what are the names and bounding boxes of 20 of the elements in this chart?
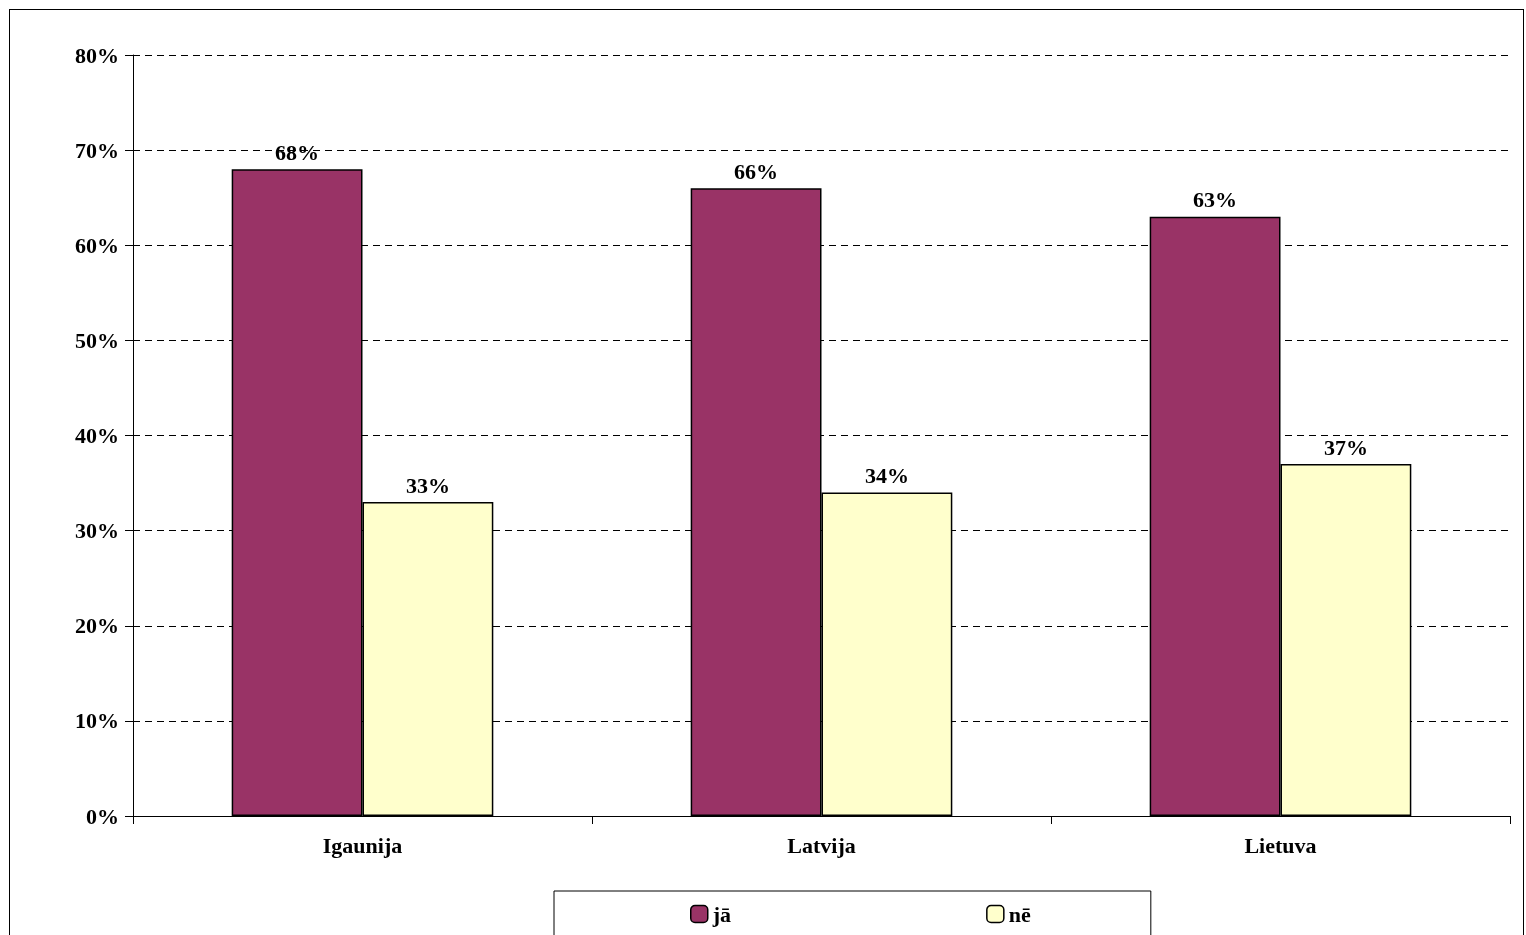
legend-label: jā	[711, 901, 732, 927]
data-label: 68%	[275, 139, 320, 165]
y-tick-label: 70%	[75, 137, 119, 163]
data-label: 66%	[734, 158, 779, 184]
y-tick-label: 10%	[75, 708, 119, 734]
y-tick-label: 0%	[86, 803, 119, 829]
y-tick-label: 40%	[75, 423, 119, 448]
y-tick-label: 50%	[75, 327, 119, 353]
data-label: 63%	[1193, 187, 1238, 213]
legend-label: nē	[1008, 901, 1032, 927]
y-tick-label: 60%	[75, 232, 119, 258]
y-tick-label: 20%	[75, 613, 119, 639]
x-tick-label: Latvija	[787, 832, 856, 858]
x-tick-label: Igaunija	[322, 832, 403, 858]
y-tick-label: 80%	[75, 42, 119, 68]
data-label: 33%	[405, 472, 450, 498]
y-tick-label: 30%	[75, 518, 119, 544]
data-label: 37%	[1323, 434, 1368, 460]
data-label: 34%	[864, 463, 909, 489]
x-tick-label: Lietuva	[1244, 832, 1317, 858]
